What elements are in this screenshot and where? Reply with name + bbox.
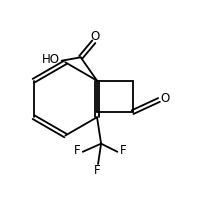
Text: F: F	[73, 144, 80, 157]
Text: F: F	[120, 144, 127, 157]
Text: HO: HO	[42, 53, 60, 66]
Text: F: F	[94, 164, 100, 177]
Text: O: O	[90, 30, 99, 43]
Text: O: O	[160, 92, 169, 105]
